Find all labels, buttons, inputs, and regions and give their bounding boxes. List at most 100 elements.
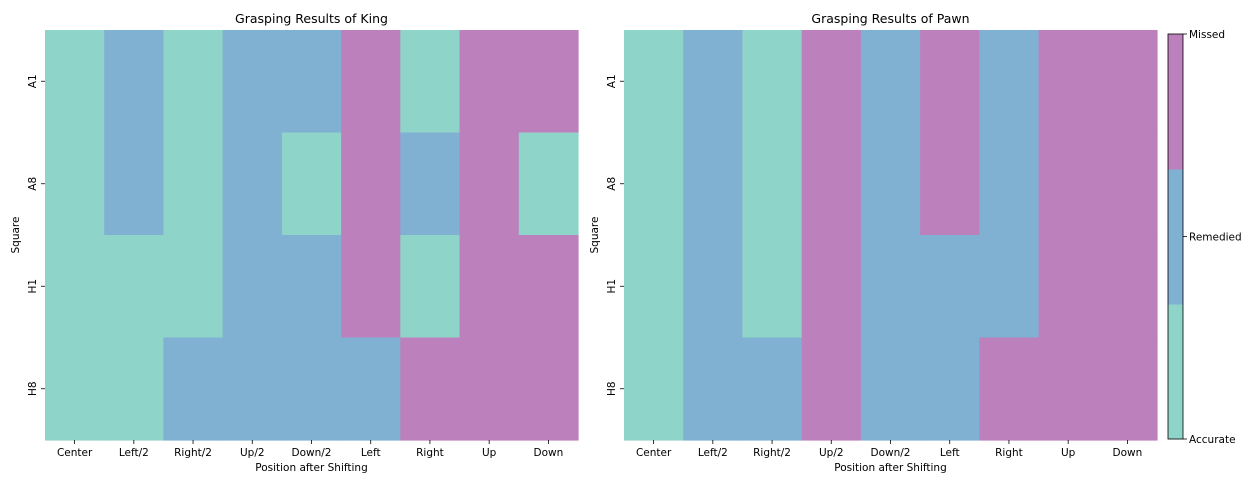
- heatmap-cell: [518, 132, 579, 236]
- heatmap-cell: [459, 30, 520, 134]
- heatmap-cell: [518, 235, 579, 339]
- heatmap-cell: [222, 132, 283, 236]
- y-axis: A1 A8 H1 H8 Square: [589, 74, 624, 396]
- heatmap-cell: [341, 132, 401, 236]
- heatmap-cell: [104, 337, 165, 441]
- y-tick-label: H1: [606, 279, 618, 294]
- heatmap-cell: [683, 132, 744, 236]
- x-axis-label: Position after Shifting: [255, 462, 368, 474]
- x-axis: Center Left/2 Right/2 Up/2 Down/2 Left Right Up…: [57, 440, 563, 474]
- colorbar-tick-label: Missed: [1189, 29, 1225, 41]
- heatmap-cell: [163, 235, 224, 339]
- heatmap-cell: [163, 30, 224, 134]
- heatmap-cell: [400, 235, 461, 339]
- heatmap-cell: [742, 30, 803, 134]
- y-tick-label: H1: [27, 279, 39, 294]
- heatmap-cell: [920, 30, 980, 134]
- heatmap-cell: [979, 132, 1040, 236]
- y-tick-label: H8: [27, 381, 39, 396]
- x-tick-label: Left/2: [119, 447, 149, 459]
- heatmap-cell: [45, 132, 105, 236]
- heatmap-cell: [459, 235, 520, 339]
- x-tick-label: Up/2: [240, 447, 265, 459]
- heatmap-cell: [222, 235, 283, 339]
- colorbar-segment: [1168, 304, 1183, 440]
- x-tick-label: Right: [995, 447, 1023, 459]
- x-tick-label: Down/2: [871, 447, 911, 459]
- x-tick-label: Down/2: [292, 447, 332, 459]
- heatmap-cell: [860, 337, 921, 441]
- heatmap-cells: [624, 30, 1158, 441]
- y-axis-label: Square: [10, 217, 22, 254]
- heatmap-cell: [341, 337, 401, 441]
- heatmap-panel: Grasping Results of King Center Left/2 Righ…: [10, 11, 579, 474]
- y-tick-label: A8: [606, 177, 618, 191]
- heatmap-cell: [281, 30, 342, 134]
- heatmap-cell: [45, 235, 105, 339]
- heatmap-cell: [1038, 30, 1099, 134]
- heatmap-panel: Grasping Results of Pawn Center Left/2 Righ…: [589, 11, 1158, 474]
- x-axis: Center Left/2 Right/2 Up/2 Down/2 Left Right Up…: [636, 440, 1142, 474]
- y-tick-label: A8: [27, 177, 39, 191]
- heatmap-cell: [400, 30, 461, 134]
- heatmap-cell: [801, 235, 862, 339]
- heatmap-cell: [742, 132, 803, 236]
- y-axis-label: Square: [589, 217, 601, 254]
- heatmap-cell: [742, 337, 803, 441]
- y-tick-label: A1: [27, 74, 39, 88]
- heatmap-cell: [624, 235, 684, 339]
- x-tick-label: Down: [1113, 447, 1143, 459]
- heatmap-cell: [860, 30, 921, 134]
- heatmap-cells: [45, 30, 579, 441]
- x-tick-label: Left: [940, 447, 960, 459]
- y-tick-label: A1: [606, 74, 618, 88]
- heatmap-cell: [920, 132, 980, 236]
- heatmap-cell: [1097, 132, 1158, 236]
- x-tick-label: Up: [1061, 447, 1076, 459]
- heatmap-cell: [920, 337, 980, 441]
- heatmap-cell: [979, 30, 1040, 134]
- heatmap-cell: [1038, 235, 1099, 339]
- x-axis-label: Position after Shifting: [834, 462, 947, 474]
- y-tick-label: H8: [606, 381, 618, 396]
- heatmap-cell: [341, 30, 401, 134]
- chart-title: Grasping Results of Pawn: [811, 11, 969, 26]
- x-tick-label: Center: [636, 447, 672, 459]
- heatmap-cell: [742, 235, 803, 339]
- heatmap-cell: [979, 235, 1040, 339]
- heatmap-cell: [624, 337, 684, 441]
- heatmap-cell: [459, 337, 520, 441]
- heatmap-cell: [281, 235, 342, 339]
- heatmap-cell: [860, 132, 921, 236]
- x-tick-label: Right: [416, 447, 444, 459]
- heatmap-cell: [1038, 132, 1099, 236]
- colorbar-tick-label: Accurate: [1189, 434, 1236, 446]
- heatmap-cell: [683, 337, 744, 441]
- heatmap-cell: [801, 337, 862, 441]
- colorbar-segment: [1168, 169, 1183, 305]
- heatmap-cell: [624, 30, 684, 134]
- heatmap-cell: [222, 337, 283, 441]
- x-tick-label: Up/2: [819, 447, 844, 459]
- colorbar-segment: [1168, 34, 1183, 170]
- heatmap-cell: [1038, 337, 1099, 441]
- heatmap-cell: [341, 235, 401, 339]
- heatmap-cell: [801, 132, 862, 236]
- heatmap-cell: [400, 337, 461, 441]
- x-tick-label: Up: [482, 447, 497, 459]
- x-tick-label: Right/2: [174, 447, 212, 459]
- heatmap-cell: [1097, 30, 1158, 134]
- heatmap-cell: [920, 235, 980, 339]
- heatmap-cell: [683, 30, 744, 134]
- heatmap-cell: [45, 337, 105, 441]
- heatmap-cell: [163, 337, 224, 441]
- heatmap-cell: [518, 337, 579, 441]
- heatmap-cell: [518, 30, 579, 134]
- y-axis: A1 A8 H1 H8 Square: [10, 74, 45, 396]
- heatmap-cell: [624, 132, 684, 236]
- x-tick-label: Right/2: [753, 447, 791, 459]
- heatmap-cell: [683, 235, 744, 339]
- colorbar: Missed Remedied Accurate: [1167, 29, 1242, 446]
